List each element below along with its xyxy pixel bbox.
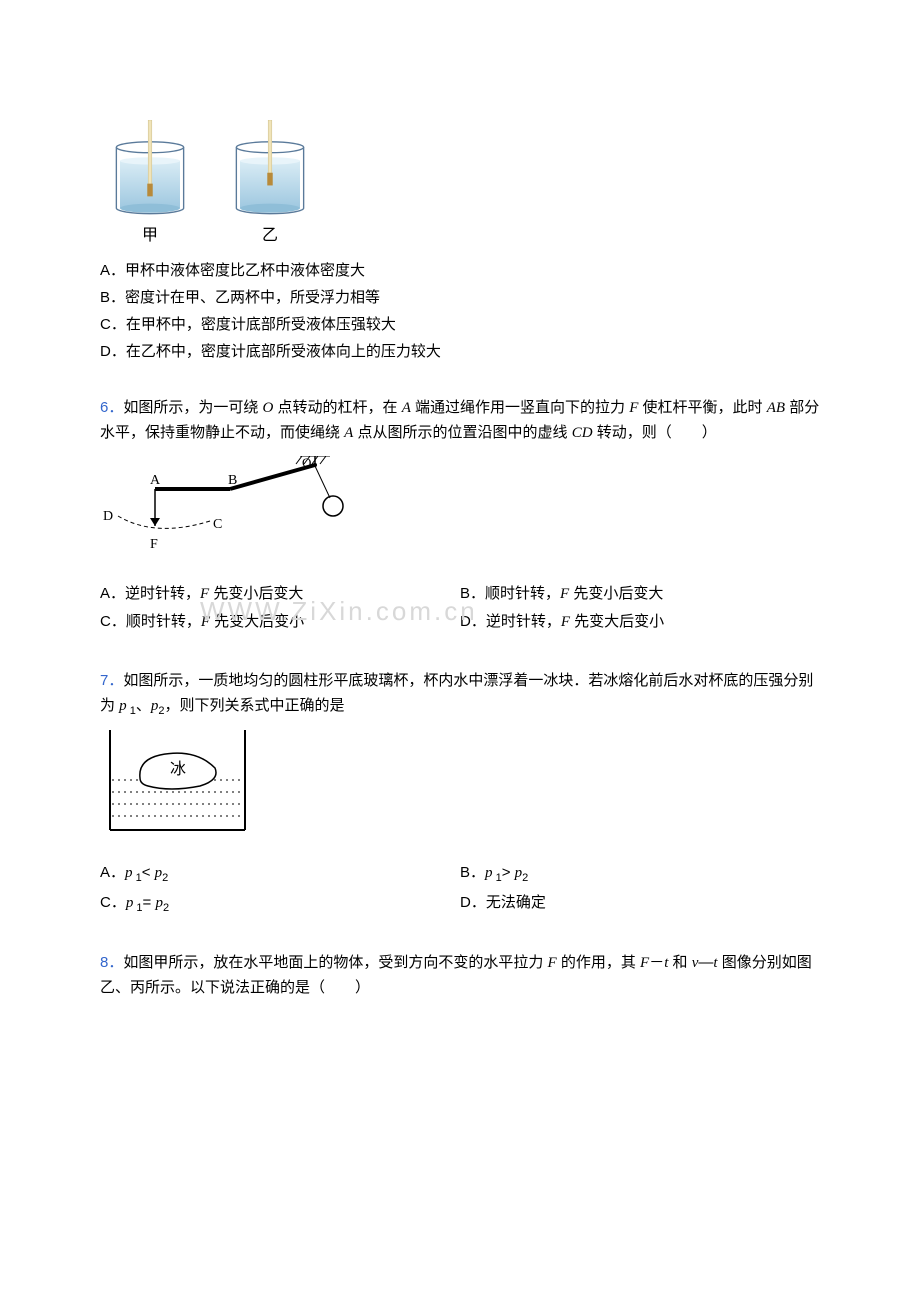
q5-figure: 甲 乙 bbox=[100, 120, 820, 249]
q5-option-c: C．在甲杯中，密度计底部所受液体压强较大 bbox=[100, 313, 820, 338]
q6-label-a: A bbox=[150, 473, 161, 488]
q6-option-c: C．顺时针转，F 先变大后变小 bbox=[100, 610, 460, 635]
beaker-jia-label: 甲 bbox=[142, 223, 158, 249]
q7-diagram: 冰 bbox=[100, 730, 820, 849]
q7-cup-svg: 冰 bbox=[100, 730, 255, 840]
q5-option-b: B．密度计在甲、乙两杯中，所受浮力相等 bbox=[100, 286, 820, 311]
q8-num: 8． bbox=[100, 954, 123, 971]
q6-lever-svg: A B O D C F bbox=[100, 456, 350, 561]
q6-options-row1: A．逆时针转，F 先变小后变大 B．顺时针转，F 先变小后变大 bbox=[100, 580, 820, 609]
beaker-yi: 乙 bbox=[220, 120, 320, 249]
q6: 6．如图所示，为一可绕 O 点转动的杠杆，在 A 端通过绳作用一竖直向下的拉力 … bbox=[100, 396, 820, 637]
q6-diagram: A B O D C F bbox=[100, 456, 820, 570]
q7-options-row1: A．p 1< p2 B．p 1> p2 bbox=[100, 859, 820, 889]
q7-option-d: D．无法确定 bbox=[460, 891, 820, 917]
q6-option-a: A．逆时针转，F 先变小后变大 bbox=[100, 582, 460, 607]
q7-option-a: A．p 1< p2 bbox=[100, 861, 460, 887]
q6-label-d: D bbox=[103, 509, 113, 524]
q6-label-f: F bbox=[150, 537, 158, 552]
q7-num: 7． bbox=[100, 672, 123, 689]
beaker-yi-svg bbox=[220, 120, 320, 220]
q7-ice-label: 冰 bbox=[170, 760, 186, 778]
q8-text: 8．如图甲所示，放在水平地面上的物体，受到方向不变的水平拉力 F 的作用，其 F… bbox=[100, 951, 820, 1001]
q6-options-row2: C．顺时针转，F 先变大后变小 D．逆时针转，F 先变大后变小 bbox=[100, 608, 820, 637]
q7: 7．如图所示，一质地均匀的圆柱形平底玻璃杯，杯内水中漂浮着一冰块．若冰熔化前后水… bbox=[100, 669, 820, 919]
q6-text: 6．如图所示，为一可绕 O 点转动的杠杆，在 A 端通过绳作用一竖直向下的拉力 … bbox=[100, 396, 820, 446]
q7-option-b: B．p 1> p2 bbox=[460, 861, 820, 887]
q6-num: 6． bbox=[100, 399, 123, 416]
q7-text: 7．如图所示，一质地均匀的圆柱形平底玻璃杯，杯内水中漂浮着一冰块．若冰熔化前后水… bbox=[100, 669, 820, 720]
q5-option-a: A．甲杯中液体密度比乙杯中液体密度大 bbox=[100, 259, 820, 284]
q6-label-o: O bbox=[302, 456, 311, 470]
beaker-yi-label: 乙 bbox=[262, 223, 278, 249]
q7-options-row2: C．p 1= p2 D．无法确定 bbox=[100, 889, 820, 919]
q6-option-b: B．顺时针转，F 先变小后变大 bbox=[460, 582, 820, 607]
q5-option-d: D．在乙杯中，密度计底部所受液体向上的压力较大 bbox=[100, 340, 820, 365]
beaker-jia-svg bbox=[100, 120, 200, 220]
q8: 8．如图甲所示，放在水平地面上的物体，受到方向不变的水平拉力 F 的作用，其 F… bbox=[100, 951, 820, 1001]
q6-label-b: B bbox=[228, 473, 237, 488]
q7-option-c: C．p 1= p2 bbox=[100, 891, 460, 917]
q6-option-d: D．逆时针转，F 先变大后变小 bbox=[460, 610, 820, 635]
q5-options: A．甲杯中液体密度比乙杯中液体密度大 B．密度计在甲、乙两杯中，所受浮力相等 C… bbox=[100, 259, 820, 364]
q6-label-c: C bbox=[213, 517, 222, 532]
beaker-jia: 甲 bbox=[100, 120, 200, 249]
